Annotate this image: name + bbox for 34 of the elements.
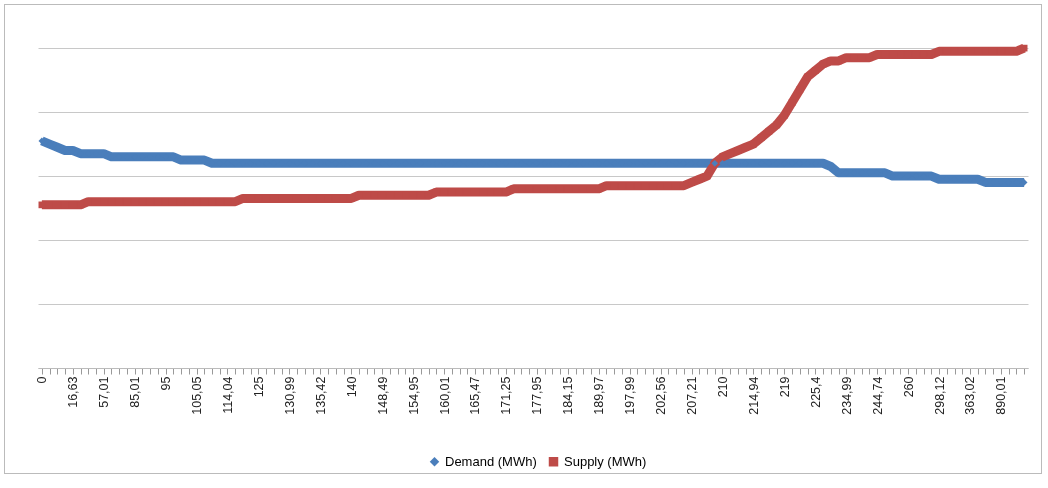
x-tick-label: 244,74 (870, 376, 885, 415)
x-tick-label: 210 (715, 376, 730, 398)
x-tick-label: 234,99 (839, 376, 854, 415)
legend-label: Supply (MWh) (564, 453, 647, 469)
x-tick-label: 260 (901, 376, 916, 398)
x-tick-label: 160,01 (437, 376, 452, 415)
x-tick-label: 57,01 (97, 376, 112, 408)
x-tick-label: 189,97 (592, 376, 607, 415)
x-tick-label: 219 (777, 376, 792, 398)
x-tick-label: 16,63 (66, 376, 81, 408)
legend-label: Demand (MWh) (445, 453, 537, 469)
x-tick-label: 171,25 (499, 376, 514, 415)
x-tick-label: 214,94 (746, 376, 761, 415)
x-tick-label: 890,01 (994, 376, 1009, 415)
x-tick-label: 85,01 (128, 376, 143, 408)
x-tick-label: 0 (35, 376, 50, 384)
x-tick-label: 202,56 (654, 376, 669, 415)
x-tick-label: 125 (251, 376, 266, 398)
x-tick-label: 363,02 (963, 376, 978, 415)
x-tick-label: 130,99 (282, 376, 297, 415)
x-tick-label: 114,04 (220, 376, 235, 414)
x-tick-label: 154,95 (406, 376, 421, 415)
x-tick-label: 184,15 (561, 376, 576, 415)
x-tick-label: 140 (344, 376, 359, 398)
x-tick-label: 105,05 (190, 376, 205, 415)
x-tick-label: 177,95 (530, 376, 545, 415)
x-tick-label: 95 (159, 376, 174, 391)
x-tick-label: 197,99 (623, 376, 638, 415)
x-tick-label: 135,42 (313, 376, 328, 415)
x-tick-label: 298,12 (932, 376, 947, 415)
x-tick-label: 225,4 (808, 376, 823, 408)
x-tick-label: 148,49 (375, 376, 390, 415)
x-tick-label: 207,21 (685, 376, 700, 415)
x-tick-label: 165,47 (468, 376, 483, 415)
